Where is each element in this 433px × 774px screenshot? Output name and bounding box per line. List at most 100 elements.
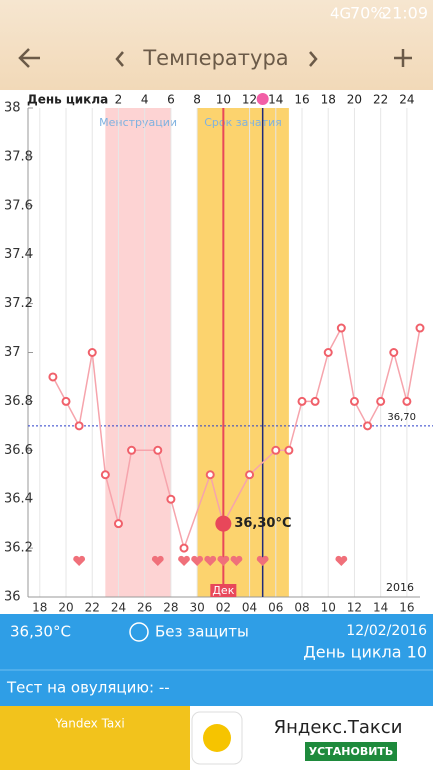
y-tick-label: 37.6 [4,198,33,213]
x-tick-label: 30 [189,601,204,615]
point [349,396,359,406]
point [389,348,399,357]
point [74,421,84,431]
x2-tick-label: 20 [347,93,362,107]
ad-button[interactable] [305,742,397,761]
point [127,445,137,455]
x-tick-label: 24 [111,601,126,615]
ad-logo-mark [203,724,231,752]
year-label: 2016 [386,581,414,594]
y-tick-label: 37.4 [4,247,33,262]
info-protection: Без защиты [155,623,249,641]
point [297,396,307,406]
band [197,108,289,597]
heart [178,555,190,566]
x2-tick-label: 6 [167,93,175,107]
add-button[interactable] [394,49,412,67]
point [310,396,320,406]
time: 21:09 [382,4,428,23]
point [402,396,412,406]
selected-point [215,515,232,532]
point [205,470,215,480]
point [61,396,71,406]
x2-tick-label: 24 [399,93,414,107]
heart [217,555,230,566]
point [179,543,189,553]
x2-tick-label: 22 [373,93,388,107]
x-tick-label: 22 [85,601,100,615]
point [376,396,386,406]
point [153,445,163,455]
ad-title: Яндекс.Такси [274,717,403,738]
info-bar [0,614,433,706]
ovulation-dot [256,93,269,105]
y-tick-label: 37.8 [4,149,33,164]
heart [73,555,86,566]
x-tick-label: 04 [242,601,257,615]
x-tick-label: 16 [399,601,414,615]
heart [335,555,348,566]
reference-label: 36,70 [387,412,416,423]
x-tick-label: 28 [163,601,178,615]
x-tick-label: 26 [137,601,152,615]
month-box [210,584,237,597]
header-title: Температура [142,46,288,70]
band-label: Срок зачатия [204,116,282,129]
ovulation-test[interactable]: Тест на овуляцию: -- [6,679,170,697]
network: 4G [330,5,351,23]
ad-image-text: Yandex Taxi [54,717,124,731]
x2-tick-label: 14 [268,93,283,107]
info-cycle-day: День цикла 10 [303,643,427,662]
point [363,421,373,431]
y-tick-label: 36 [4,590,21,605]
month-label: Дек [212,584,234,597]
heart [151,555,164,566]
x2-tick-label: 2 [115,93,123,107]
selected-label: 36,30°C [234,516,291,531]
ad-image[interactable] [0,706,190,770]
x-tick-label: 02 [216,601,231,615]
heart [191,555,204,566]
point [245,470,255,480]
heart [256,555,269,566]
protection-icon [129,622,149,642]
x2-tick-label: 8 [193,93,201,107]
info-date: 12/02/2016 [346,623,427,639]
x-tick-label: 20 [58,601,73,615]
y-tick-label: 38 [4,101,21,116]
back-button[interactable] [18,48,40,68]
point [271,445,281,455]
x-tick-label: 14 [373,601,388,615]
x2-tick-label: 4 [141,93,149,107]
x-tick-label: 10 [321,601,336,615]
header-bg [0,0,433,90]
ad-button-text: УСТАНОВИТЬ [309,745,394,758]
x2-tick-label: 16 [294,93,309,107]
heart [230,555,243,566]
x-tick-label: 18 [32,601,47,615]
y-tick-label: 37 [4,345,21,360]
y-tick-label: 37.2 [4,296,33,311]
point [336,323,346,333]
next-button[interactable] [309,51,318,67]
point [113,519,123,529]
point [100,470,110,480]
y-tick-label: 36.4 [4,492,33,507]
x2-tick-label: 10 [216,93,231,107]
y-tick-label: 36.2 [4,541,33,556]
x-tick-label: 12 [347,601,362,615]
point [48,372,58,382]
point [323,348,333,357]
prev-button[interactable] [115,51,124,67]
point [87,348,97,357]
band-label: Менструации [99,116,177,129]
x-tick-label: 06 [268,601,283,615]
point [415,323,425,333]
battery: 70% [350,4,386,23]
x2-tick-label: 12 [242,93,257,107]
point [284,445,294,455]
point [166,494,176,504]
